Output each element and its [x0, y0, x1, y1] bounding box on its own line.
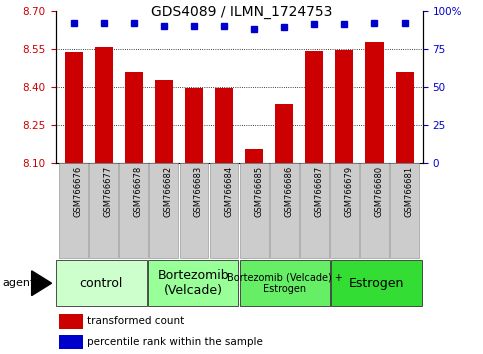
Text: GSM766687: GSM766687	[314, 166, 323, 217]
Bar	[65, 52, 83, 163]
Text: agent: agent	[2, 278, 35, 288]
Bar	[305, 51, 323, 163]
FancyBboxPatch shape	[210, 163, 239, 258]
FancyBboxPatch shape	[56, 261, 147, 306]
FancyBboxPatch shape	[149, 163, 178, 258]
Text: Bortezomib (Velcade) +
Estrogen: Bortezomib (Velcade) + Estrogen	[227, 272, 343, 294]
Text: GSM766685: GSM766685	[254, 166, 263, 217]
FancyBboxPatch shape	[119, 163, 148, 258]
Bar	[155, 80, 173, 163]
Bar	[275, 104, 293, 163]
FancyBboxPatch shape	[390, 163, 419, 258]
Text: GDS4089 / ILMN_1724753: GDS4089 / ILMN_1724753	[151, 5, 332, 19]
Bar	[245, 149, 263, 163]
Polygon shape	[32, 271, 52, 296]
Text: GSM766681: GSM766681	[405, 166, 413, 217]
Text: GSM766677: GSM766677	[104, 166, 113, 217]
Bar	[125, 72, 143, 163]
Text: Bortezomib
(Velcade): Bortezomib (Velcade)	[157, 269, 229, 297]
Bar	[396, 72, 413, 163]
Text: GSM766680: GSM766680	[374, 166, 384, 217]
Bar	[366, 42, 384, 163]
Bar	[59, 335, 84, 349]
FancyBboxPatch shape	[148, 261, 239, 306]
FancyBboxPatch shape	[240, 261, 330, 306]
Bar	[215, 88, 233, 163]
FancyBboxPatch shape	[240, 163, 269, 258]
Text: control: control	[80, 277, 123, 290]
Text: GSM766684: GSM766684	[224, 166, 233, 217]
Text: transformed count: transformed count	[87, 316, 184, 326]
Text: percentile rank within the sample: percentile rank within the sample	[87, 337, 263, 347]
FancyBboxPatch shape	[331, 261, 422, 306]
Text: GSM766686: GSM766686	[284, 166, 293, 217]
Text: GSM766683: GSM766683	[194, 166, 203, 217]
Bar	[59, 314, 84, 329]
FancyBboxPatch shape	[300, 163, 329, 258]
Bar	[185, 88, 203, 163]
Text: Estrogen: Estrogen	[349, 277, 404, 290]
FancyBboxPatch shape	[360, 163, 389, 258]
Text: GSM766679: GSM766679	[344, 166, 354, 217]
Bar	[95, 47, 113, 163]
Text: GSM766682: GSM766682	[164, 166, 173, 217]
FancyBboxPatch shape	[270, 163, 298, 258]
FancyBboxPatch shape	[330, 163, 359, 258]
FancyBboxPatch shape	[89, 163, 118, 258]
Text: GSM766678: GSM766678	[134, 166, 143, 217]
Bar	[335, 50, 354, 163]
FancyBboxPatch shape	[180, 163, 208, 258]
Text: GSM766676: GSM766676	[73, 166, 83, 217]
FancyBboxPatch shape	[59, 163, 88, 258]
